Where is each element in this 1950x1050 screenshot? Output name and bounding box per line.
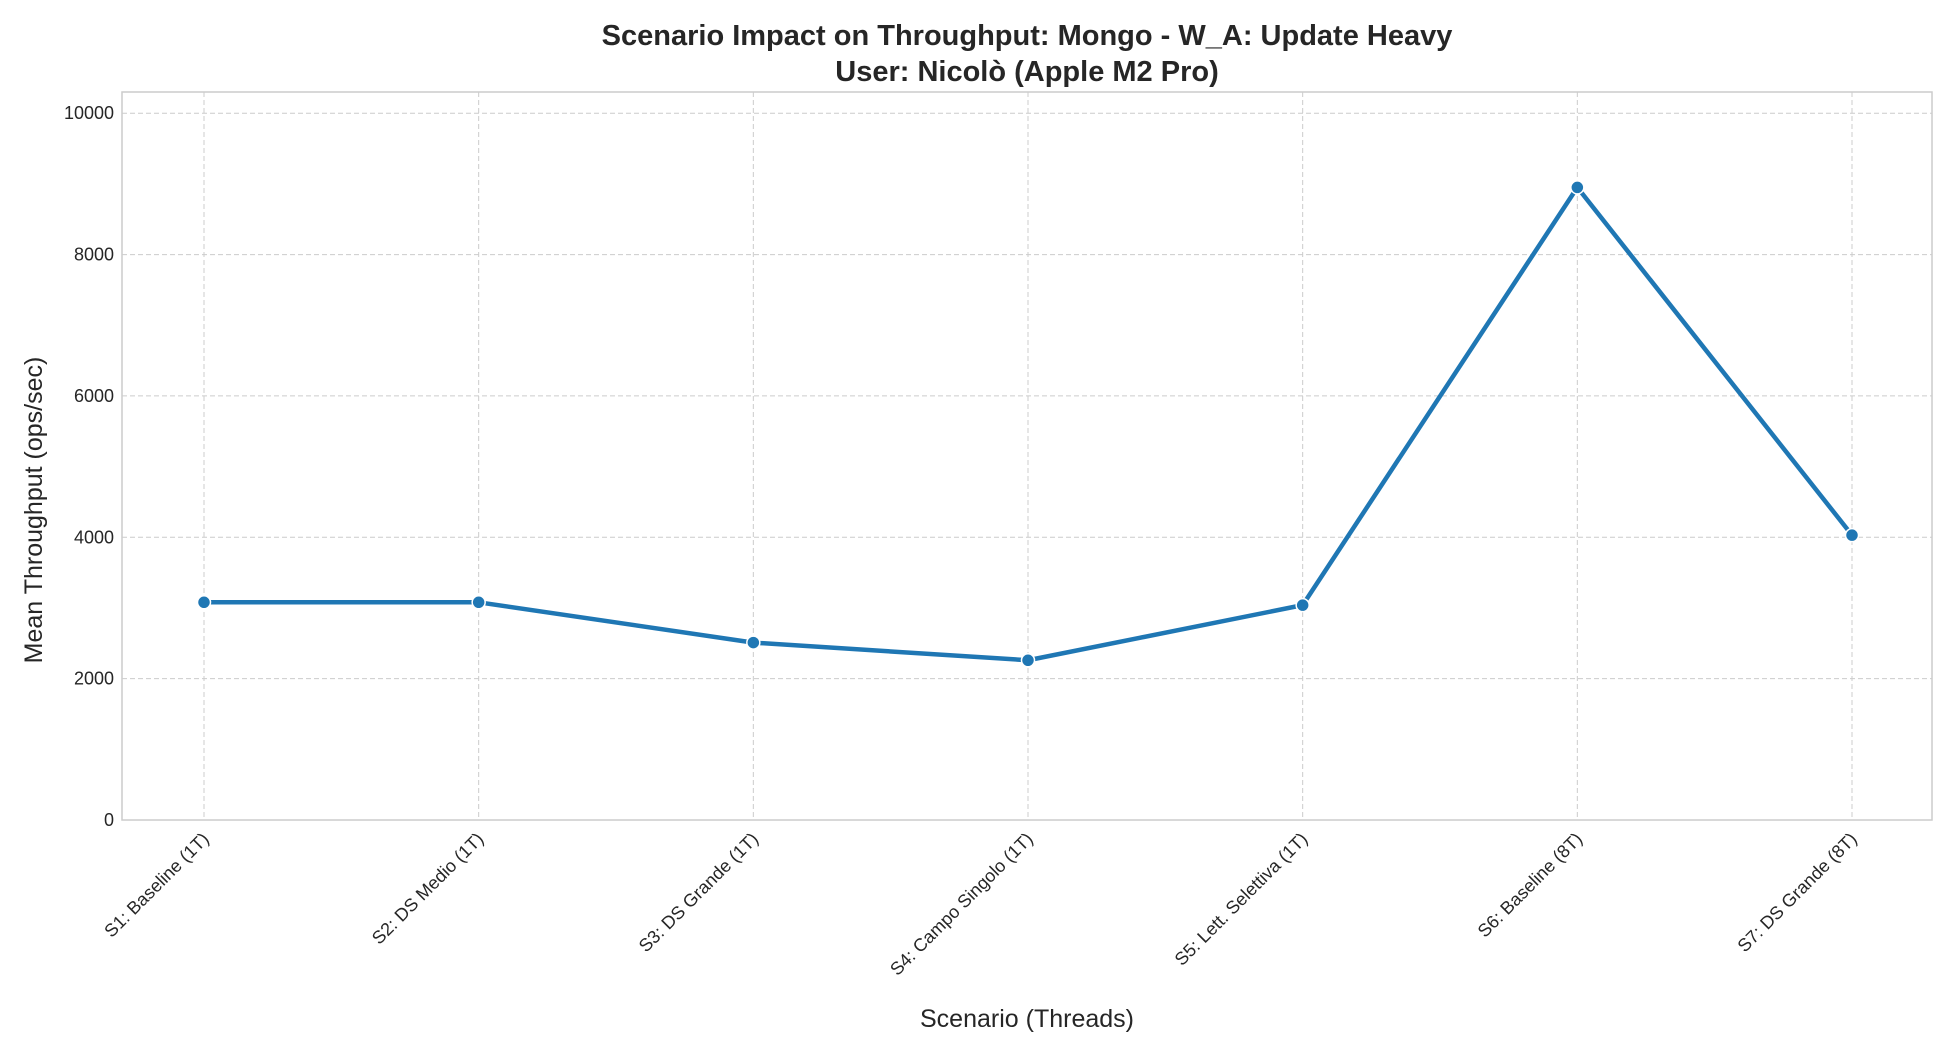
chart-subtitle: User: Nicolò (Apple M2 Pro): [835, 56, 1219, 88]
y-tick-label: 4000: [74, 527, 114, 547]
y-axis-label: Mean Throughput (ops/sec): [20, 357, 48, 664]
y-tick-labels: 0 2000 4000 6000 8000 10000: [64, 103, 114, 830]
plot-frame: [121, 91, 1933, 821]
x-axis-label: Scenario (Threads): [920, 1005, 1134, 1033]
data-point: [471, 595, 486, 610]
grid-layer: [122, 92, 1932, 821]
y-tick-label: 10000: [64, 103, 114, 123]
x-tick-label: S6: Baseline (8T): [1474, 829, 1586, 941]
data-point: [1295, 597, 1310, 613]
y-tick-label: 6000: [74, 386, 114, 406]
x-tick-labels: S1: Baseline (1T) S2: DS Medio (1T) S3: DS…: [100, 829, 1860, 980]
data-point: [1020, 653, 1036, 668]
x-tick-label: S1: Baseline (1T): [100, 829, 212, 941]
series-layer: [196, 180, 1860, 668]
data-point: [1570, 180, 1585, 195]
x-tick-label: S2: DS Medio (1T): [368, 829, 488, 949]
data-point: [1844, 527, 1860, 543]
y-tick-label: 0: [104, 810, 114, 830]
x-tick-label: S7: DS Grande (8T): [1734, 829, 1861, 956]
x-tick-label: S4: Campo Singolo (1T): [886, 829, 1037, 980]
chart-title: Scenario Impact on Throughput: Mongo - W…: [602, 20, 1453, 52]
data-point: [196, 595, 212, 610]
y-tick-label: 2000: [74, 669, 114, 689]
x-tick-label: S5: Lett. Selettiva (1T): [1171, 829, 1312, 970]
data-point: [746, 635, 761, 650]
y-tick-label: 8000: [74, 245, 114, 265]
x-tick-label: S3: DS Grande (1T): [635, 829, 762, 956]
